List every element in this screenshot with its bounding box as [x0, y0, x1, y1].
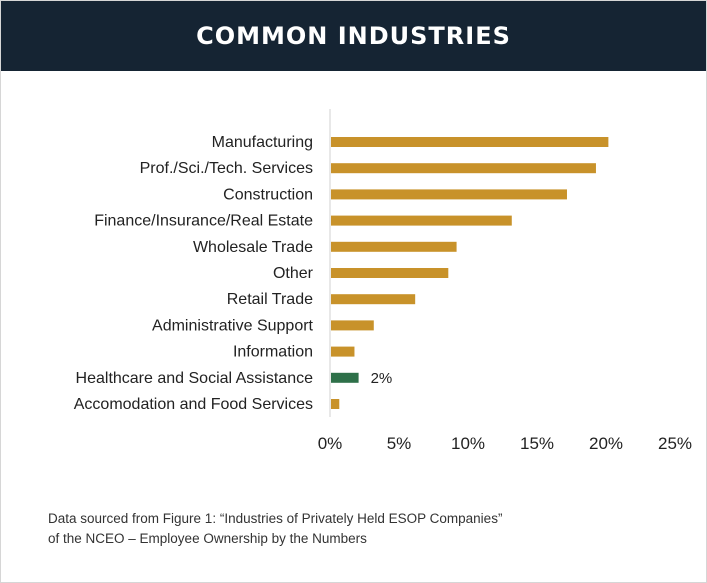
footnote-line-1: Data sourced from Figure 1: “Industries …: [48, 511, 503, 526]
category-label: Manufacturing: [212, 134, 313, 151]
category-label: Administrative Support: [152, 317, 314, 334]
bar: [331, 268, 449, 278]
category-label: Healthcare and Social Assistance: [76, 370, 314, 387]
bar: [331, 241, 457, 252]
category-label: Wholesale Trade: [193, 239, 313, 256]
category-label: Accomodation and Food Services: [74, 396, 313, 413]
bar: [331, 137, 609, 147]
data-label: 2%: [371, 370, 393, 387]
bar: [331, 346, 355, 357]
x-tick-label: 10%: [451, 434, 485, 453]
bar: [331, 215, 512, 226]
title-banner: COMMON INDUSTRIES: [1, 1, 706, 71]
bar: [331, 320, 374, 331]
x-tick-label: 5%: [387, 434, 412, 453]
category-label: Retail Trade: [227, 291, 313, 308]
bar: [331, 294, 416, 305]
bar: [331, 372, 359, 383]
bar: [331, 163, 596, 174]
x-tick-label: 25%: [658, 434, 692, 453]
x-tick-label: 15%: [520, 434, 554, 453]
x-tick-label: 20%: [589, 434, 623, 453]
category-label: Finance/Insurance/Real Estate: [94, 213, 313, 230]
bar: [331, 189, 567, 200]
footnote-line-2: of the NCEO – Employee Ownership by the …: [48, 531, 367, 546]
bar: [331, 399, 340, 409]
category-label: Prof./Sci./Tech. Services: [140, 160, 313, 177]
category-label: Construction: [223, 186, 313, 203]
bar-chart: Manufacturing Prof./Sci./Tech. Services Co…: [74, 109, 692, 453]
page-title: COMMON INDUSTRIES: [196, 22, 511, 50]
source-footnote: Data sourced from Figure 1: “Industries …: [48, 509, 688, 549]
x-tick-label: 0%: [318, 434, 343, 453]
category-label: Other: [273, 265, 314, 282]
category-label: Information: [233, 344, 313, 361]
